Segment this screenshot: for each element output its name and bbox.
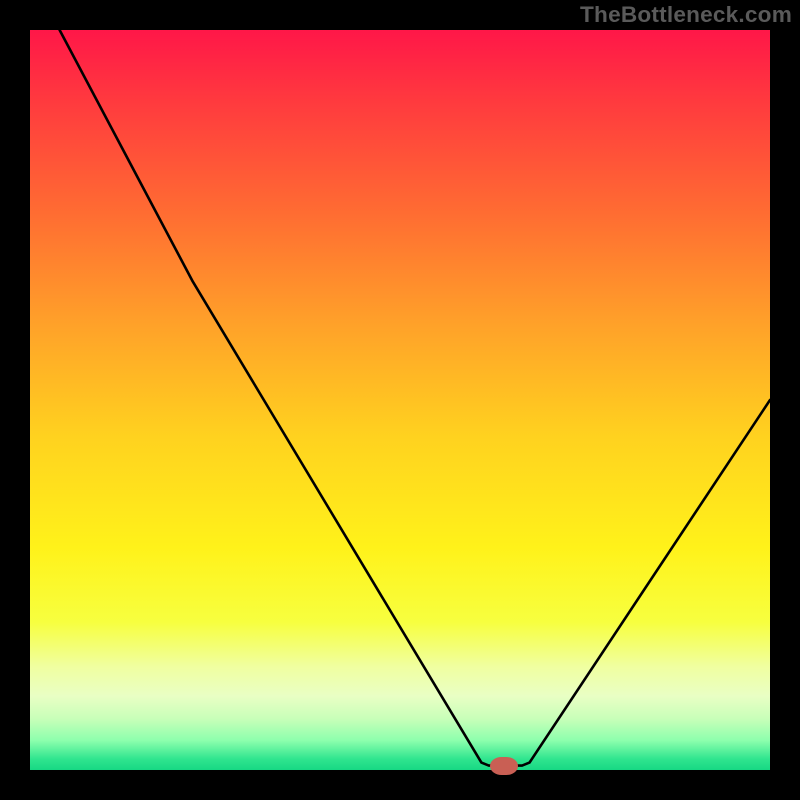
- current-config-marker: [490, 757, 518, 775]
- plot-background: [30, 30, 770, 770]
- chart-frame: TheBottleneck.com: [0, 0, 800, 800]
- watermark-text: TheBottleneck.com: [580, 2, 792, 28]
- bottleneck-chart: [0, 0, 800, 800]
